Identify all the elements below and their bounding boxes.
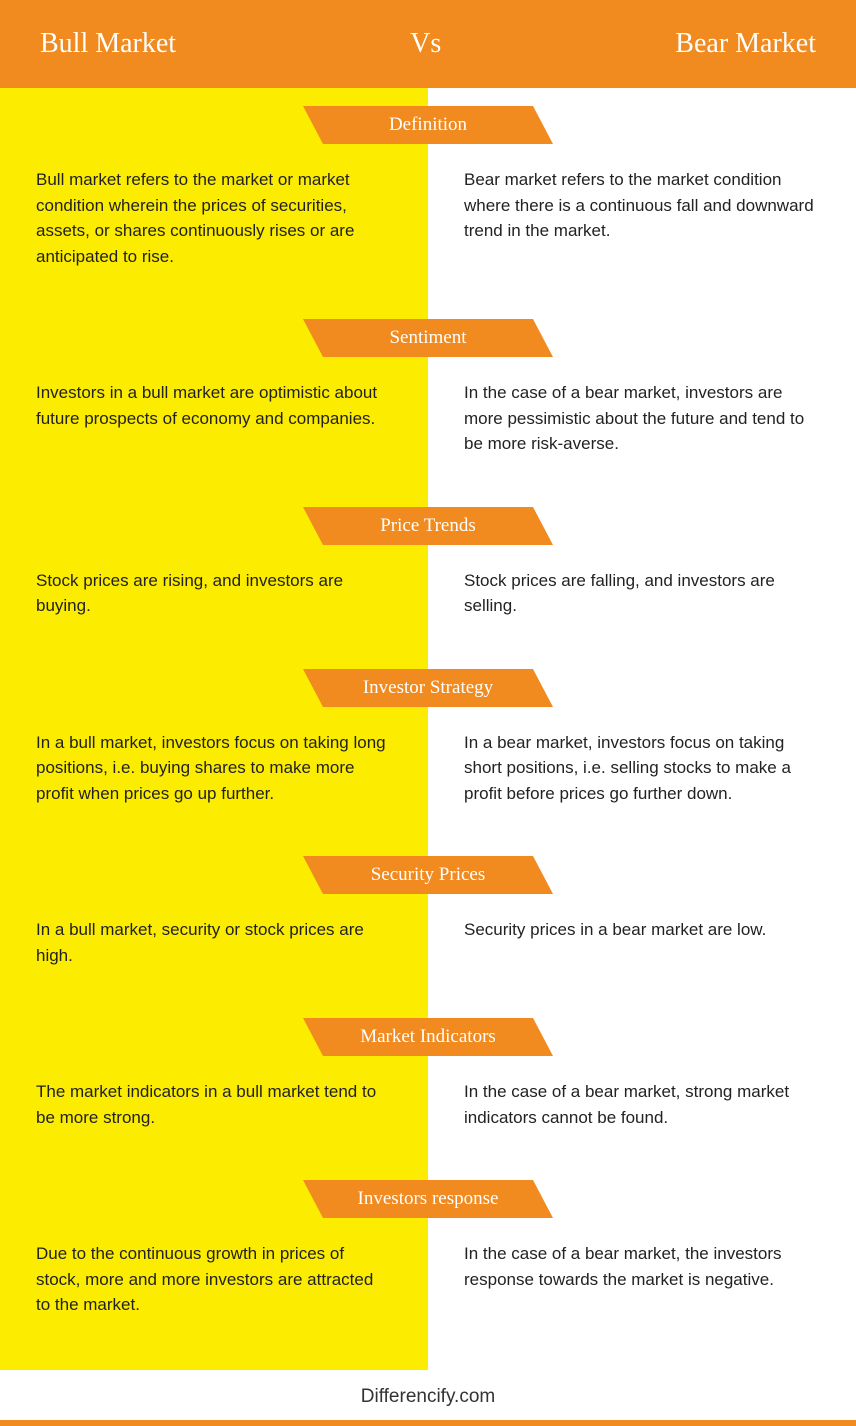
left-cell: Due to the continuous growth in prices o… [0, 1236, 428, 1340]
ribbon-wrapper: Security Prices [0, 856, 856, 894]
section-title-ribbon: Security Prices [323, 856, 533, 894]
comparison-section: Security Prices In a bull market, securit… [0, 838, 856, 1000]
comparison-section: Price Trends Stock prices are rising, and… [0, 489, 856, 651]
left-cell: The market indicators in a bull market t… [0, 1074, 428, 1152]
left-cell: In a bull market, investors focus on tak… [0, 725, 428, 829]
comparison-row: Bull market refers to the market or mark… [0, 162, 856, 291]
comparison-section: Investor Strategy In a bull market, inves… [0, 651, 856, 839]
section-title-ribbon: Market Indicators [323, 1018, 533, 1056]
ribbon-wrapper: Market Indicators [0, 1018, 856, 1056]
comparison-content: Definition Bull market refers to the mark… [0, 88, 856, 1370]
left-cell: Bull market refers to the market or mark… [0, 162, 428, 291]
right-cell: In a bear market, investors focus on tak… [428, 725, 856, 829]
right-cell: Security prices in a bear market are low… [428, 912, 856, 990]
right-cell: In the case of a bear market, investors … [428, 375, 856, 479]
left-cell: Investors in a bull market are optimisti… [0, 375, 428, 479]
ribbon-wrapper: Definition [0, 106, 856, 144]
header-vs-label: Vs [410, 28, 441, 60]
section-title-ribbon: Sentiment [323, 319, 533, 357]
comparison-row: In a bull market, investors focus on tak… [0, 725, 856, 829]
section-title-ribbon: Investor Strategy [323, 669, 533, 707]
comparison-row: Due to the continuous growth in prices o… [0, 1236, 856, 1340]
bottom-accent-bar [0, 1420, 856, 1426]
comparison-header: Bull Market Vs Bear Market [0, 0, 856, 88]
ribbon-wrapper: Investors response [0, 1180, 856, 1218]
left-cell: In a bull market, security or stock pric… [0, 912, 428, 990]
right-cell: Stock prices are falling, and investors … [428, 563, 856, 641]
right-cell: In the case of a bear market, strong mar… [428, 1074, 856, 1152]
header-right-title: Bear Market [675, 28, 816, 60]
comparison-section: Investors response Due to the continuous … [0, 1162, 856, 1350]
comparison-row: In a bull market, security or stock pric… [0, 912, 856, 990]
section-title-ribbon: Price Trends [323, 507, 533, 545]
ribbon-wrapper: Investor Strategy [0, 669, 856, 707]
comparison-row: The market indicators in a bull market t… [0, 1074, 856, 1152]
comparison-row: Investors in a bull market are optimisti… [0, 375, 856, 479]
comparison-section: Sentiment Investors in a bull market are … [0, 301, 856, 489]
left-cell: Stock prices are rising, and investors a… [0, 563, 428, 641]
ribbon-wrapper: Sentiment [0, 319, 856, 357]
comparison-section: Market Indicators The market indicators i… [0, 1000, 856, 1162]
ribbon-wrapper: Price Trends [0, 507, 856, 545]
section-title-ribbon: Definition [323, 106, 533, 144]
right-cell: In the case of a bear market, the invest… [428, 1236, 856, 1340]
header-left-title: Bull Market [40, 28, 176, 60]
section-title-ribbon: Investors response [323, 1180, 533, 1218]
right-cell: Bear market refers to the market conditi… [428, 162, 856, 291]
comparison-section: Definition Bull market refers to the mark… [0, 88, 856, 301]
comparison-row: Stock prices are rising, and investors a… [0, 563, 856, 641]
